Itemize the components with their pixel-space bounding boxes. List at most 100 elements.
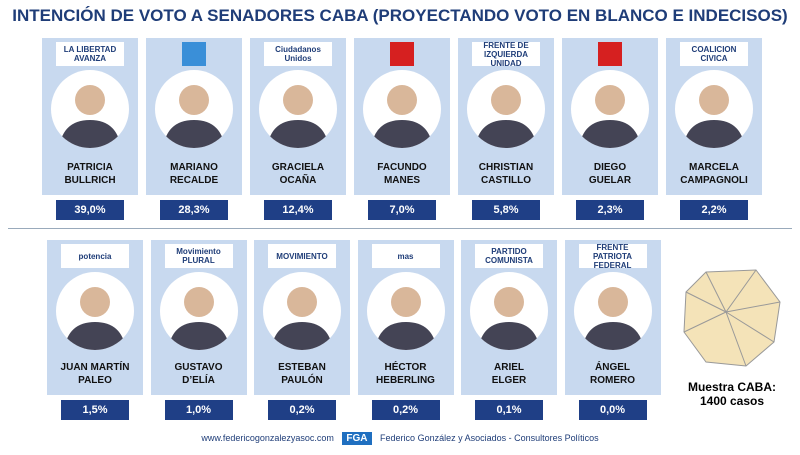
party-logo: COALICION CIVICA	[680, 42, 748, 66]
candidate-photo	[51, 70, 129, 148]
silhouette	[371, 85, 433, 148]
vote-share: 0,1%	[475, 400, 543, 420]
candidate-card: potencia JUAN MARTÍN PALEO	[47, 240, 143, 395]
party-logo: FRENTE PATRIOTA FEDERAL	[578, 243, 647, 270]
candidate-card: Ciudadanos Unidos GRACIELA OCAÑA	[250, 38, 346, 195]
candidate-photo	[571, 70, 649, 148]
candidate-last-name: PALEO	[78, 375, 112, 386]
candidate-first-name: JUAN MARTÍN	[60, 362, 130, 373]
candidate-first-name: GUSTAVO	[174, 362, 223, 373]
vote-share: 39,0%	[56, 200, 124, 220]
party-logo	[390, 42, 414, 66]
silhouette	[478, 287, 540, 350]
silhouette	[267, 85, 329, 148]
candidate-last-name: CASTILLO	[481, 175, 531, 186]
candidate-last-name: HEBERLING	[376, 375, 435, 386]
candidate-card: FRENTE PATRIOTA FEDERAL ÁNGEL ROMERO	[564, 240, 661, 395]
silhouette	[683, 85, 745, 148]
candidate-first-name: HÉCTOR	[384, 362, 427, 373]
silhouette	[374, 287, 437, 350]
candidate-card: COALICION CIVICA MARCELA CAMPAGNOLI	[666, 38, 762, 195]
candidate-last-name: OCAÑA	[279, 175, 317, 186]
silhouette	[64, 287, 126, 350]
candidate-first-name: ESTEBAN	[278, 362, 326, 373]
candidate-last-name: BULLRICH	[64, 175, 116, 186]
sample-line: 1400 casos	[699, 394, 765, 408]
candidate-first-name: ARIEL	[494, 362, 524, 373]
candidate-last-name: CAMPAGNOLI	[680, 175, 748, 186]
candidate-first-name: DIEGO	[593, 162, 627, 173]
party-logo: Ciudadanos Unidos	[264, 42, 332, 66]
divider	[8, 228, 792, 229]
candidate-last-name: MANES	[383, 175, 421, 186]
vote-share: 7,0%	[368, 200, 436, 220]
party-logo: MOVIMIENTO	[268, 244, 336, 268]
candidate-card: MARIANO RECALDE	[146, 38, 242, 195]
footer-brand: FGA	[342, 432, 372, 445]
candidate-last-name: RECALDE	[169, 175, 219, 186]
candidate-last-name: GUELAR	[588, 175, 632, 186]
map	[683, 269, 781, 367]
candidate-photo	[675, 70, 753, 148]
candidate-card: PARTIDO COMUNISTA ARIEL ELGER	[461, 240, 557, 395]
candidate-photo	[363, 70, 441, 148]
sample-note: Muestra CABA: 1400 casos	[676, 380, 788, 408]
party-logo: mas	[371, 244, 440, 268]
candidate-last-name: PAULÓN	[281, 375, 323, 386]
vote-share: 0,0%	[578, 400, 647, 420]
candidate-first-name: MARCELA	[689, 162, 739, 173]
vote-share: 1,5%	[61, 400, 129, 420]
title: INTENCIÓN DE VOTO A SENADORES CABA (PROY…	[12, 6, 788, 25]
silhouette	[163, 85, 225, 148]
candidate-photo	[159, 272, 238, 350]
footer-url: www.federicogonzalezyasoc.com	[201, 433, 334, 443]
footer: www.federicogonzalezyasoc.com FGA Federi…	[0, 432, 800, 445]
candidate-card: mas HÉCTOR HEBERLING	[357, 240, 454, 395]
candidate-card: Movimiento PLURAL GUSTAVO D’ELÍA	[150, 240, 247, 395]
vote-share: 28,3%	[160, 200, 228, 220]
candidate-photo	[573, 272, 652, 350]
vote-share: 1,0%	[164, 400, 233, 420]
silhouette	[579, 85, 641, 148]
vote-share: 12,4%	[264, 200, 332, 220]
silhouette	[475, 85, 537, 148]
party-logo: LA LIBERTAD AVANZA	[56, 42, 124, 66]
vote-share: 0,2%	[371, 400, 440, 420]
sample-line: Muestra CABA:	[687, 380, 776, 394]
candidate-card: MOVIMIENTO ESTEBAN PAULÓN	[254, 240, 350, 395]
silhouette	[167, 287, 230, 350]
candidate-card: DIEGO GUELAR	[562, 38, 658, 195]
party-logo	[598, 42, 622, 66]
vote-share: 5,8%	[472, 200, 540, 220]
candidate-first-name: FACUNDO	[377, 162, 427, 173]
vote-share: 2,3%	[576, 200, 644, 220]
candidate-photo	[470, 272, 548, 350]
silhouette	[271, 287, 333, 350]
candidate-photo	[263, 272, 341, 350]
candidate-first-name: CHRISTIAN	[478, 162, 534, 173]
candidate-photo	[155, 70, 233, 148]
candidate-first-name: PATRICIA	[67, 162, 113, 173]
vote-share: 0,2%	[268, 400, 336, 420]
candidate-last-name: D’ELÍA	[182, 375, 215, 386]
candidate-last-name: ELGER	[491, 375, 527, 386]
party-logo: potencia	[61, 244, 129, 268]
candidate-photo	[467, 70, 545, 148]
candidate-card: FRENTE DE IZQUIERDA UNIDAD CHRISTIAN CASTI…	[458, 38, 554, 195]
candidate-card: LA LIBERTAD AVANZA PATRICIA BULLRICH	[42, 38, 138, 195]
party-logo	[182, 42, 206, 66]
candidate-last-name: ROMERO	[590, 375, 635, 386]
candidate-first-name: MARIANO	[170, 162, 218, 173]
candidate-card: FACUNDO MANES	[354, 38, 450, 195]
silhouette	[59, 85, 121, 148]
candidate-first-name: ÁNGEL	[595, 362, 630, 373]
party-logo: Movimiento PLURAL	[164, 244, 233, 268]
party-logo: FRENTE DE IZQUIERDA UNIDAD	[472, 41, 540, 68]
candidate-photo	[259, 70, 337, 148]
candidate-photo	[366, 272, 445, 350]
party-logo: PARTIDO COMUNISTA	[475, 244, 543, 268]
candidate-first-name: GRACIELA	[271, 162, 325, 173]
candidate-photo	[56, 272, 134, 350]
footer-company: Federico González y Asociados - Consulto…	[380, 433, 599, 443]
